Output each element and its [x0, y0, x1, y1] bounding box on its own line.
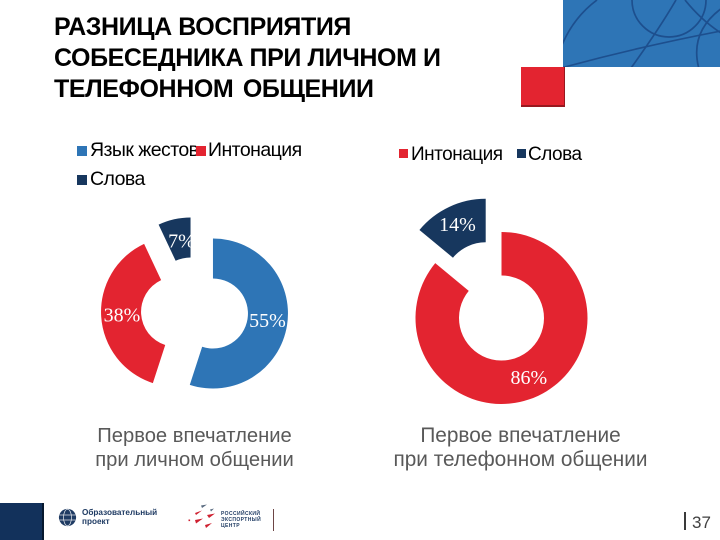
svg-text:14%: 14%: [439, 214, 476, 236]
svg-text:55%: 55%: [249, 310, 286, 332]
svg-text:38%: 38%: [104, 305, 141, 327]
svg-text:7%: 7%: [168, 231, 195, 253]
svg-text:86%: 86%: [510, 367, 547, 389]
